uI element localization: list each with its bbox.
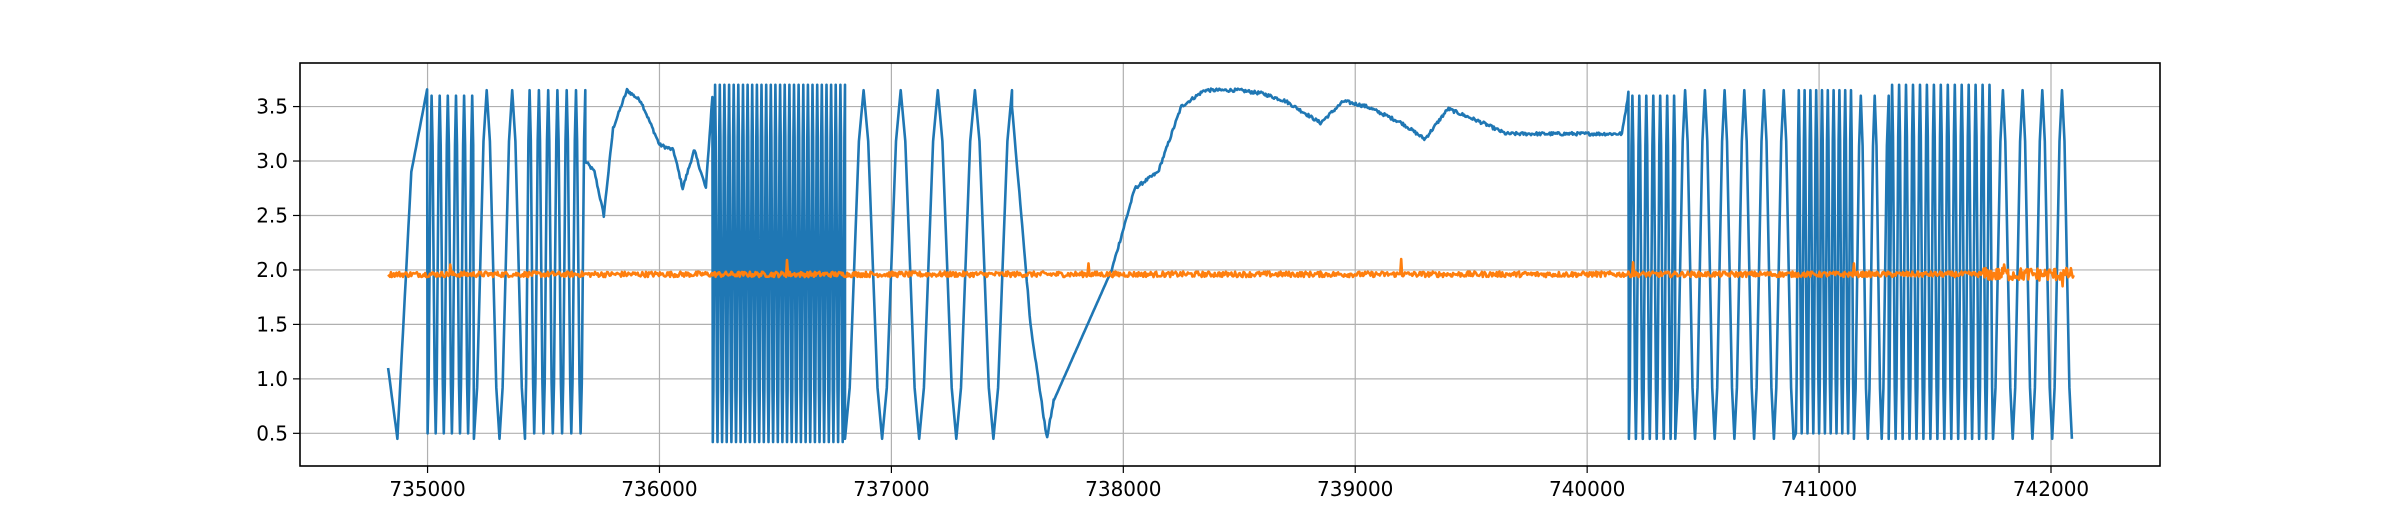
x-tick-label: 739000: [1317, 477, 1393, 501]
series-2-line: [387, 257, 2075, 288]
x-tick-label: 735000: [389, 477, 465, 501]
x-tick-label: 737000: [853, 477, 929, 501]
y-tick-label: 1.5: [256, 312, 288, 336]
x-tick-label: 740000: [1549, 477, 1625, 501]
y-tick-label: 0.5: [256, 421, 288, 445]
series-1-line: [386, 83, 2074, 444]
x-axis: 735000 736000 737000 738000 739000 740000 7410…: [389, 466, 2089, 501]
x-tick-label: 736000: [621, 477, 697, 501]
y-axis: 0.5 1.0 1.5 2.0 2.5 3.0 3.5: [256, 95, 300, 445]
x-tick-label: 742000: [2013, 477, 2089, 501]
x-tick-label: 741000: [1781, 477, 1857, 501]
x-tick-label: 738000: [1085, 477, 1161, 501]
y-tick-label: 2.0: [256, 258, 288, 282]
y-tick-label: 3.0: [256, 149, 288, 173]
y-tick-label: 3.5: [256, 95, 288, 119]
plot-frame: [299, 62, 2161, 467]
y-tick-label: 2.5: [256, 203, 288, 227]
series-layer: [386, 83, 2075, 444]
y-tick-label: 1.0: [256, 367, 288, 391]
